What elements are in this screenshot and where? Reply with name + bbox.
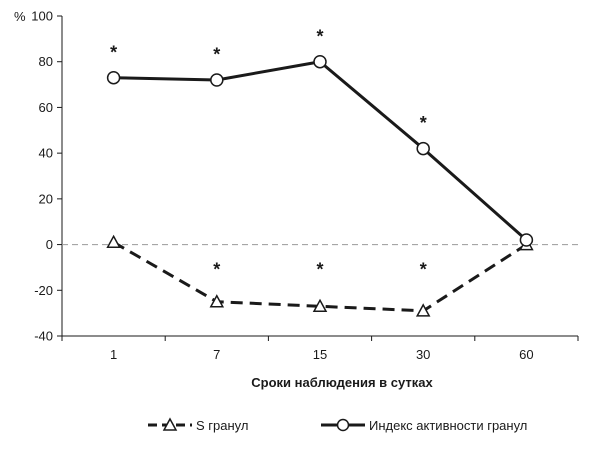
data-point-activity-index xyxy=(313,54,327,69)
series-layer xyxy=(106,54,534,317)
series-line-s-granul xyxy=(112,240,528,313)
data-point-activity-index xyxy=(210,73,224,87)
x-tick-label: 60 xyxy=(519,347,533,362)
data-point-s-granul xyxy=(312,298,328,313)
significance-asterisk: * xyxy=(316,26,323,46)
data-point-activity-index xyxy=(519,233,534,247)
legend-triangle-marker xyxy=(162,417,178,431)
significance-asterisk: * xyxy=(420,259,427,279)
y-tick-label: -20 xyxy=(34,283,53,298)
data-point-activity-index xyxy=(416,141,430,156)
y-tick-label: 60 xyxy=(39,100,53,115)
y-axis-label: % xyxy=(14,9,26,24)
legend-item-activity-index: Индекс активности гранул xyxy=(321,418,527,433)
axes: -40 -20 0 20 40 60 80 100 1 7 15 30 60 xyxy=(31,9,579,362)
significance-asterisk: * xyxy=(213,259,220,279)
data-point-activity-index xyxy=(106,70,121,85)
y-tick-label: 0 xyxy=(46,237,53,252)
legend-label-activity-index: Индекс активности гранул xyxy=(369,418,527,433)
data-point-s-granul xyxy=(415,303,431,317)
y-tick-label: 20 xyxy=(39,191,53,206)
annotation-layer: * * * * * * * xyxy=(110,26,427,279)
x-axis-label: Сроки наблюдения в сутках xyxy=(251,375,433,390)
data-point-s-granul xyxy=(106,234,121,249)
significance-asterisk: * xyxy=(316,259,323,279)
y-tick-label: 100 xyxy=(31,9,53,24)
y-tick-label: -40 xyxy=(34,329,53,344)
x-tick-label: 15 xyxy=(313,347,327,362)
y-tick-label: 80 xyxy=(39,54,53,69)
data-point-s-granul xyxy=(209,294,225,308)
significance-asterisk: * xyxy=(110,42,117,62)
x-tick-label: 30 xyxy=(416,347,430,362)
significance-asterisk: * xyxy=(420,113,427,133)
series-line-activity-index xyxy=(113,60,528,242)
legend-label-s-granul: S гранул xyxy=(196,418,248,433)
legend: S гранул Индекс активности гранул xyxy=(148,417,527,433)
significance-asterisk: * xyxy=(213,45,220,65)
x-tick-label: 7 xyxy=(213,347,220,362)
x-tick-label: 1 xyxy=(110,347,117,362)
y-tick-label: 40 xyxy=(39,146,53,161)
legend-item-s-granul: S гранул xyxy=(148,417,248,433)
legend-circle-marker xyxy=(336,418,350,432)
